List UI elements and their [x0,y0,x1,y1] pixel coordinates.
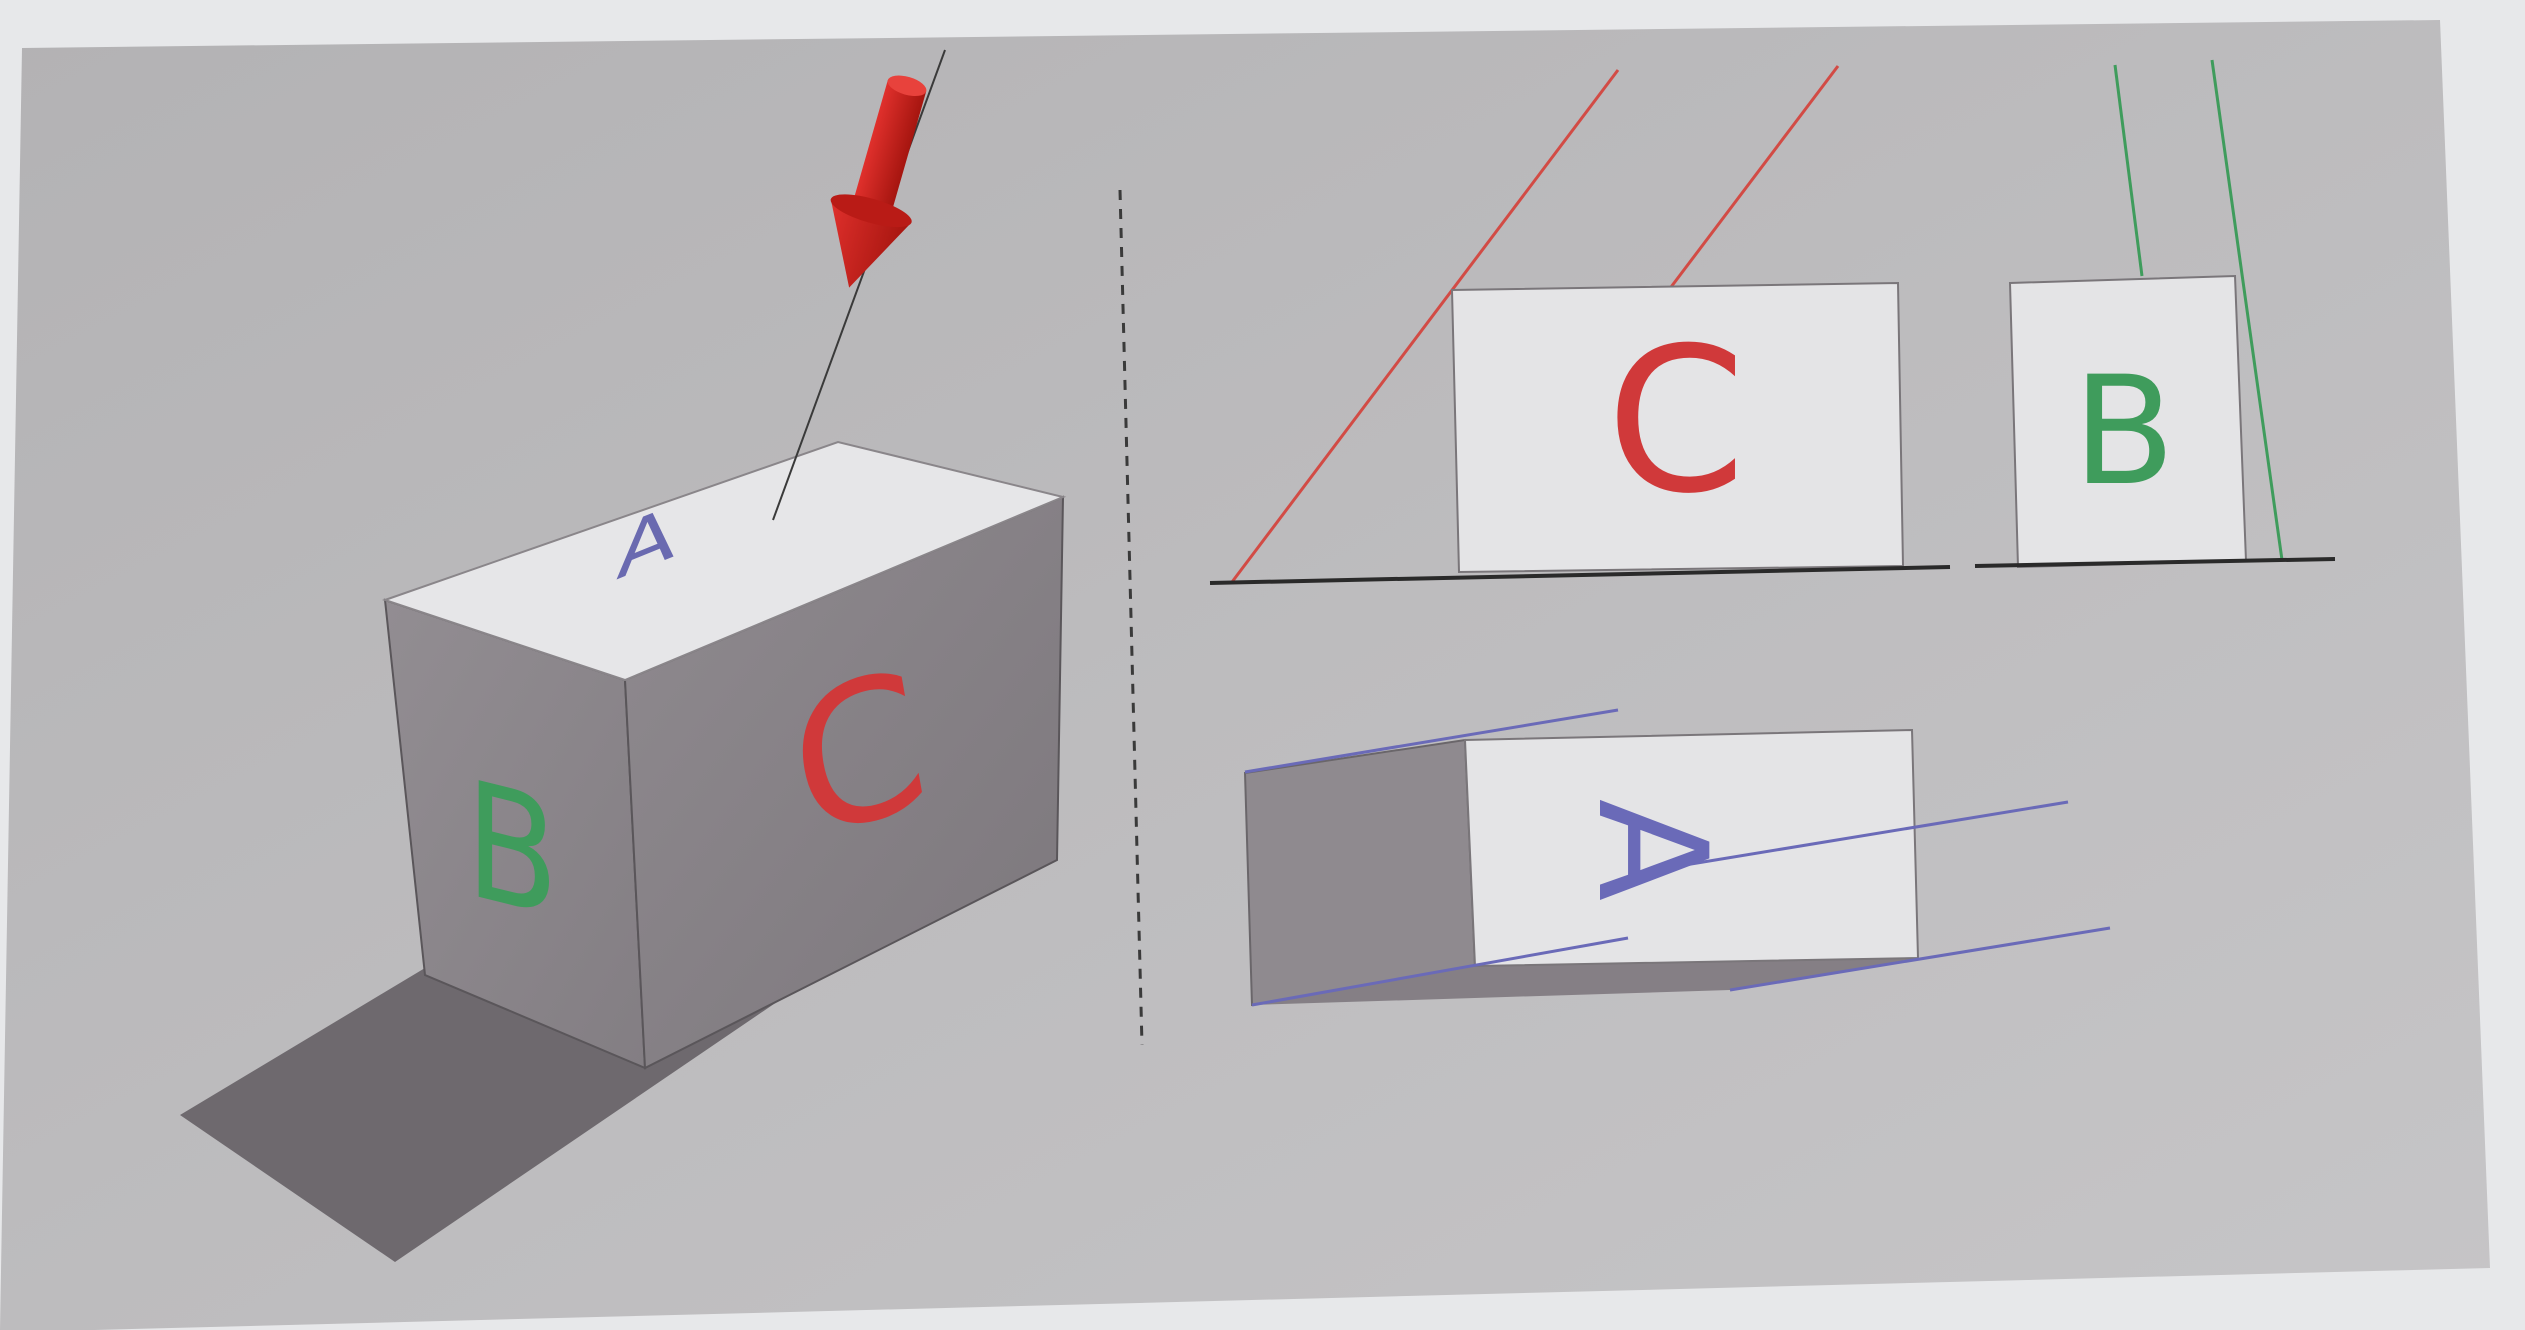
ground-line-front [1209,565,1951,585]
perspective-view: A C B [180,49,1067,1262]
side-face-letter: B [465,746,558,955]
projection-line-a-2 [1684,800,2069,867]
box-shadow [180,850,1000,1262]
top-projection-bottom-shadow [1252,958,1918,1005]
view-direction-arrow [830,75,927,288]
projection-line-c-1 [1230,69,1620,583]
side-projection: B [1974,59,2336,569]
projection-line-a-3 [1251,936,1629,1007]
front-projection-face [1450,281,1905,574]
view-direction-line [772,49,946,521]
projection-line-b-1 [2113,64,2144,277]
projection-line-a-4 [1729,926,2111,992]
view-divider [1118,189,1144,1046]
top-projection-shaded-side [1243,738,1477,1007]
box-top-face [381,440,1067,682]
projection-line-b-2 [2210,59,2284,561]
side-projection-letter: B [2073,345,2176,519]
top-projection-letter: A [1564,799,1738,902]
front-projection: C [1209,65,1951,585]
projection-line-c-2 [1663,65,1840,296]
top-projection: A [1243,708,2111,1007]
projection-line-a-1 [1244,708,1619,774]
front-projection-letter: C [1606,305,1746,538]
ground-line-side [1974,557,2336,568]
